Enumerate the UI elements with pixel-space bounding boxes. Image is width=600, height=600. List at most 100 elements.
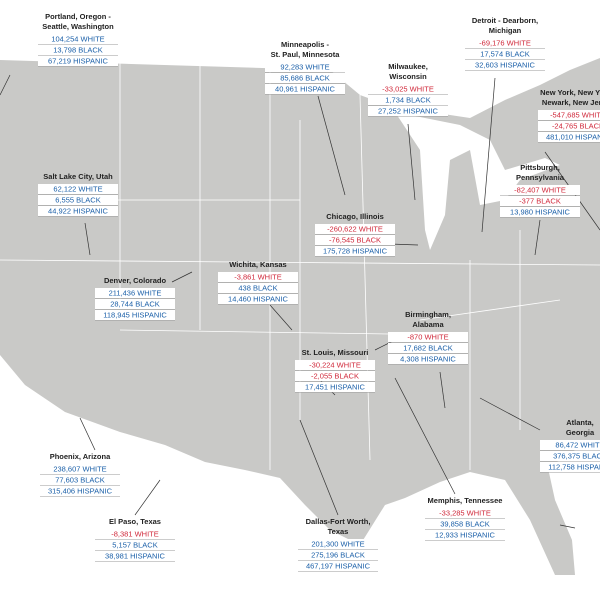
value-text: 40,961 HISPANIC	[275, 84, 335, 93]
value-text: 104,254 WHITE	[51, 34, 104, 43]
value-text: -69,176 WHITE	[479, 38, 531, 47]
value-text: 112,758 HISPANIC	[548, 462, 600, 471]
city-name: Newark, New Jersey	[542, 98, 600, 107]
value-row	[218, 272, 298, 282]
value-text: 17,574 BLACK	[480, 49, 530, 58]
city-name: Birmingham,	[405, 310, 451, 319]
value-row	[368, 95, 448, 105]
value-row	[95, 540, 175, 550]
value-text: 1,734 BLACK	[385, 95, 430, 104]
value-text: 77,603 BLACK	[55, 475, 105, 484]
value-text: 481,010 HISPANIC	[546, 132, 600, 141]
city-label: New York, New York -Newark, New Jersey -5…	[538, 88, 600, 143]
city-label: El Paso, Texas -8,381 WHITE 5,157 BLACK 38,…	[95, 517, 175, 562]
value-text: 27,252 HISPANIC	[378, 106, 438, 115]
value-text: 5,157 BLACK	[112, 540, 157, 549]
city-label: Birmingham,Alabama -870 WHITE 17,682 BLACK…	[388, 310, 468, 365]
city-name: Milwaukee,	[388, 62, 428, 71]
value-text: -33,285 WHITE	[439, 508, 491, 517]
value-row	[40, 475, 120, 485]
city-label: Memphis, Tennessee -33,285 WHITE 39,858 BL…	[425, 496, 505, 541]
value-row	[425, 508, 505, 518]
city-label: Salt Lake City, Utah 62,122 WHITE 6,555 BL…	[38, 172, 118, 217]
value-text: 238,607 WHITE	[53, 464, 106, 473]
value-text: -870 WHITE	[407, 332, 448, 341]
city-label: Milwaukee,Wisconsin -33,025 WHITE 1,734 BL…	[368, 62, 448, 117]
city-label: Pittsburgh,Pennsylvania -82,407 WHITE -377…	[500, 163, 580, 218]
value-text: 85,686 BLACK	[280, 73, 330, 82]
value-text: 438 BLACK	[238, 283, 277, 292]
value-row	[315, 235, 395, 245]
value-text: 92,283 WHITE	[280, 62, 329, 71]
value-row	[500, 185, 580, 195]
value-row	[95, 551, 175, 561]
value-text: 39,858 BLACK	[440, 519, 490, 528]
city-name: Wichita, Kansas	[229, 260, 286, 269]
value-row	[538, 132, 600, 142]
city-name: Phoenix, Arizona	[50, 452, 111, 461]
city-name: Michigan	[489, 26, 522, 35]
value-text: -260,622 WHITE	[327, 224, 383, 233]
value-row	[465, 49, 545, 59]
value-row	[388, 332, 468, 342]
value-row	[425, 530, 505, 540]
value-row	[298, 561, 378, 571]
value-text: 44,922 HISPANIC	[48, 206, 108, 215]
city-name: Minneapolis -	[281, 40, 329, 49]
value-row	[465, 38, 545, 48]
city-label: Detroit - Dearborn,Michigan -69,176 WHITE…	[465, 16, 545, 71]
city-label: Portland, Oregon -Seattle, Washington 104…	[38, 12, 118, 67]
value-text: -3,861 WHITE	[234, 272, 282, 281]
value-row	[38, 184, 118, 194]
value-row	[298, 550, 378, 560]
value-row	[500, 207, 580, 217]
city-name: Pittsburgh,	[520, 163, 560, 172]
city-name: Atlanta,	[566, 418, 594, 427]
city-name: Georgia	[566, 428, 595, 437]
city-name: Detroit - Dearborn,	[472, 16, 538, 25]
state-borders	[0, 62, 600, 470]
value-text: 13,798 BLACK	[53, 45, 103, 54]
city-name: Dallas-Fort Worth,	[306, 517, 371, 526]
value-text: 118,945 HISPANIC	[103, 310, 167, 319]
city-name: Chicago, Illinois	[326, 212, 384, 221]
city-label: Atlanta,Georgia 86,472 WHITE 376,375 BLACK…	[540, 418, 600, 473]
value-text: 32,603 HISPANIC	[475, 60, 535, 69]
value-row	[368, 84, 448, 94]
great-lakes	[395, 112, 560, 250]
value-text: 275,196 BLACK	[311, 550, 365, 559]
value-text: 28,744 BLACK	[110, 299, 160, 308]
value-row	[465, 60, 545, 70]
value-text: 17,682 BLACK	[403, 343, 453, 352]
city-label: Minneapolis -St. Paul, Minnesota 92,283 W…	[265, 40, 345, 95]
value-row	[265, 62, 345, 72]
value-row	[538, 121, 600, 131]
value-row	[295, 382, 375, 392]
value-row	[40, 486, 120, 496]
value-text: 14,460 HISPANIC	[228, 294, 288, 303]
value-row	[95, 288, 175, 298]
value-text: -82,407 WHITE	[514, 185, 566, 194]
value-row	[295, 371, 375, 381]
city-name: Seattle, Washington	[42, 22, 114, 31]
leader-lines	[0, 74, 600, 529]
value-text: 62,122 WHITE	[53, 184, 102, 193]
value-row	[315, 246, 395, 256]
value-row	[315, 224, 395, 234]
value-row	[425, 519, 505, 529]
value-row	[500, 196, 580, 206]
city-name: Portland, Oregon -	[45, 12, 111, 21]
city-name: Texas	[328, 527, 349, 536]
city-name: Alabama	[412, 320, 444, 329]
value-text: 467,197 HISPANIC	[306, 561, 371, 570]
city-name: St. Paul, Minnesota	[271, 50, 341, 59]
city-label: Dallas-Fort Worth,Texas 201,300 WHITE 275,…	[298, 517, 378, 572]
value-row	[265, 73, 345, 83]
value-row	[218, 294, 298, 304]
value-row	[295, 360, 375, 370]
value-row	[388, 354, 468, 364]
value-text: 38,981 HISPANIC	[105, 551, 165, 560]
city-name: Memphis, Tennessee	[428, 496, 503, 505]
value-text: 315,406 HISPANIC	[48, 486, 113, 495]
